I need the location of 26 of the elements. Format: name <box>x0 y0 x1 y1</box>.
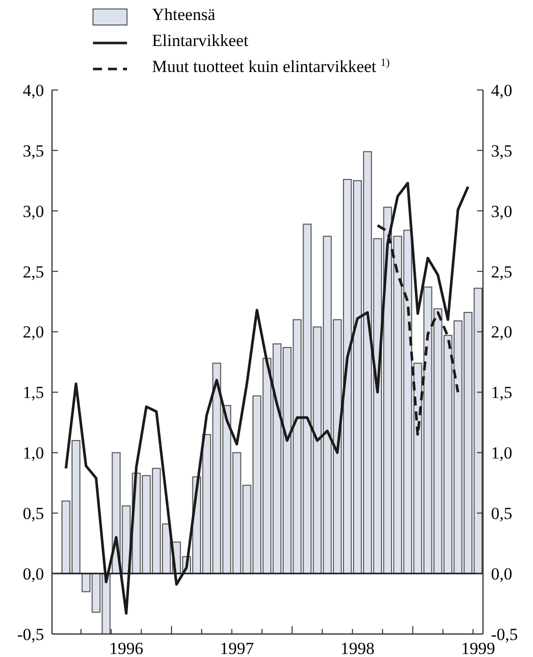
y-tick-label: 3,5 <box>22 141 44 160</box>
legend-label: Elintarvikkeet <box>152 31 249 50</box>
y-tick-label: 0,0 <box>22 564 44 584</box>
y2-tick-label: 1,0 <box>491 444 512 463</box>
x-tick-label: 1996 <box>109 639 144 657</box>
y2-tick-label: 3,5 <box>491 141 512 160</box>
y2-tick-label: 4,0 <box>491 80 512 100</box>
y-tick-label: 1,0 <box>22 444 44 463</box>
legend-label: Yhteensä <box>152 5 216 24</box>
y2-tick-label: 3,0 <box>491 202 512 221</box>
legend-label: Muut tuotteet kuin elintarvikkeet $^{1)}$ <box>152 57 390 76</box>
y2-tick-label: 2,5 <box>491 262 512 282</box>
y-tick-label: 2,5 <box>22 262 44 282</box>
x-tick-label: 1997 <box>220 639 254 657</box>
y-tick-label: -0,5 <box>17 624 44 644</box>
y2-tick-label: 2,0 <box>491 322 512 342</box>
y2-tick-label: 0,0 <box>491 564 512 584</box>
y2-tick-label: 0,5 <box>491 504 512 524</box>
y-tick-label: 0,5 <box>22 504 44 524</box>
y-tick-label: 2,0 <box>22 322 44 342</box>
y-tick-label: 1,5 <box>22 383 44 402</box>
y-tick-label: 4,0 <box>22 80 44 100</box>
x-tick-label: 1998 <box>340 639 374 657</box>
y2-tick-label: 1,5 <box>491 383 512 402</box>
y-tick-label: 3,0 <box>22 202 44 221</box>
line-series <box>376 224 460 438</box>
